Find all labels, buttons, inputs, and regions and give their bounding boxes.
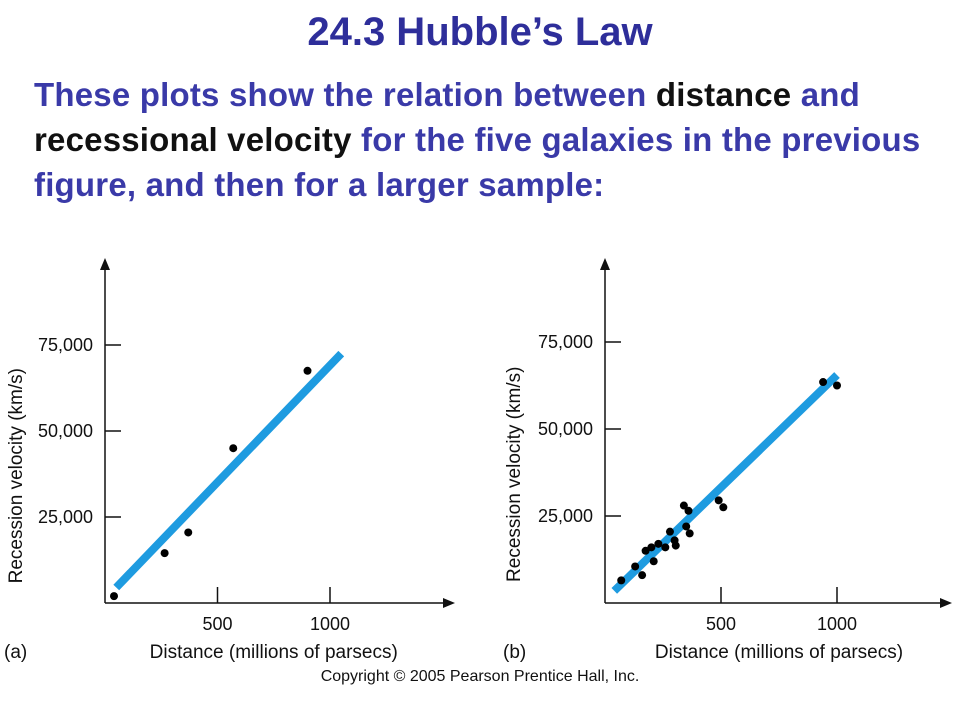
data-point bbox=[647, 543, 656, 552]
data-point bbox=[670, 536, 679, 545]
x-tick-label: 500 bbox=[202, 614, 232, 634]
data-point bbox=[819, 378, 828, 387]
panel-label: (a) bbox=[4, 642, 27, 663]
data-point bbox=[649, 557, 658, 566]
data-point bbox=[671, 541, 680, 550]
y-tick-label: 25,000 bbox=[38, 507, 93, 527]
x-axis-arrow bbox=[940, 598, 952, 608]
data-point bbox=[184, 528, 193, 537]
slide-title: 24.3 Hubble’s Law bbox=[307, 10, 653, 54]
x-tick-label: 500 bbox=[706, 614, 736, 634]
y-tick-label: 50,000 bbox=[538, 419, 593, 439]
data-point bbox=[110, 592, 118, 601]
plot-a: 25,000 50,000 75,000 500 1000 Distance (milli… bbox=[4, 258, 455, 663]
x-axis-arrow bbox=[443, 598, 455, 608]
y-tick-label: 50,000 bbox=[38, 421, 93, 441]
data-point bbox=[641, 546, 650, 555]
fit-line bbox=[113, 350, 345, 591]
x-tick-label: 1000 bbox=[310, 614, 350, 634]
y-axis-arrow bbox=[600, 258, 610, 270]
data-point bbox=[229, 444, 238, 453]
data-point bbox=[684, 506, 693, 515]
panel-label: (b) bbox=[503, 642, 526, 663]
intro-part-3: for the five galaxies in the previous fi… bbox=[34, 121, 921, 203]
copyright-notice: Copyright © 2005 Pearson Prentice Hall, … bbox=[320, 668, 640, 685]
data-point bbox=[638, 571, 647, 580]
data-point bbox=[685, 529, 694, 538]
y-tick-label: 75,000 bbox=[38, 335, 93, 355]
intro-part-2: and bbox=[791, 76, 861, 113]
data-point bbox=[160, 549, 169, 558]
data-point bbox=[303, 366, 312, 375]
data-point bbox=[665, 527, 674, 536]
x-axis-label: Distance (millions of parsecs) bbox=[655, 642, 903, 663]
y-axis-label: Recession velocity (km/s) bbox=[504, 367, 525, 582]
y-tick-label: 25,000 bbox=[538, 506, 593, 526]
data-point bbox=[661, 543, 670, 552]
data-point bbox=[714, 496, 723, 505]
data-point bbox=[631, 562, 640, 571]
intro-emphasis-velocity: recessional velocity bbox=[34, 121, 352, 158]
data-point bbox=[833, 381, 841, 390]
intro-part-1: These plots show the relation between bbox=[34, 76, 656, 113]
y-tick-label: 75,000 bbox=[538, 332, 593, 352]
y-axis-label: Recession velocity (km/s) bbox=[6, 368, 27, 583]
y-axis-arrow bbox=[100, 258, 110, 270]
intro-emphasis-distance: distance bbox=[655, 76, 792, 113]
x-axis-label: Distance (millions of parsecs) bbox=[150, 642, 398, 663]
data-point bbox=[654, 539, 663, 548]
data-point bbox=[679, 501, 688, 510]
fit-line bbox=[611, 372, 840, 594]
data-point bbox=[682, 522, 691, 531]
data-point bbox=[617, 576, 626, 585]
x-tick-label: 1000 bbox=[817, 614, 857, 634]
data-point bbox=[719, 503, 728, 512]
intro-text: These plots show the relation between di… bbox=[34, 72, 934, 207]
